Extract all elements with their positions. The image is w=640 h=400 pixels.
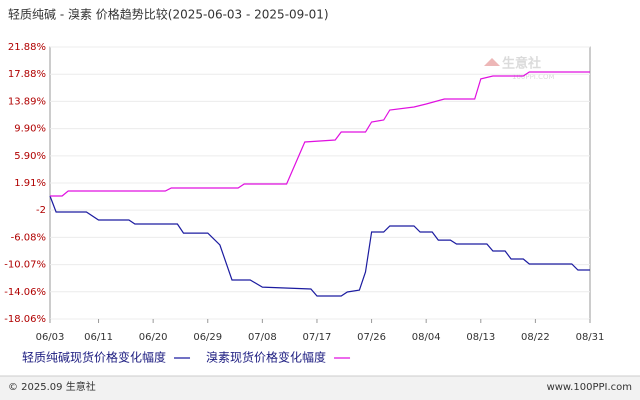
watermark: 生意社 100PPI.COM bbox=[484, 56, 555, 81]
y-tick-label: 5.90% bbox=[14, 151, 46, 162]
x-tick-label: 07/17 bbox=[303, 332, 332, 343]
x-tick-label: 08/13 bbox=[466, 332, 495, 343]
y-tick-label: -6.08% bbox=[11, 232, 46, 243]
watermark-text: 生意社 bbox=[502, 56, 541, 72]
x-tick-label: 07/08 bbox=[248, 332, 277, 343]
watermark-icon bbox=[484, 58, 500, 66]
x-tick-label: 06/20 bbox=[139, 332, 168, 343]
x-tick-label: 07/26 bbox=[357, 332, 386, 343]
y-tick-label: -18.06% bbox=[4, 314, 46, 325]
y-tick-label: -14.06% bbox=[4, 287, 46, 298]
y-tick-label: 17.88% bbox=[8, 69, 46, 80]
chart-title: 轻质纯碱 - 溴素 价格趋势比较(2025-06-03 - 2025-09-01… bbox=[8, 7, 329, 22]
footer-left: © 2025.09 生意社 bbox=[8, 380, 96, 393]
x-tick-label: 08/31 bbox=[576, 332, 605, 343]
x-tick-label: 06/29 bbox=[193, 332, 222, 343]
x-tick-label: 06/03 bbox=[36, 332, 65, 343]
legend-label: 溴素现货价格变化幅度 bbox=[206, 350, 326, 365]
watermark-url: 100PPI.COM bbox=[512, 73, 555, 81]
legend-label: 轻质纯碱现货价格变化幅度 bbox=[22, 350, 166, 365]
y-tick-label: 1.91% bbox=[14, 178, 46, 189]
y-tick-label: -2 bbox=[36, 205, 46, 216]
y-tick-label: 21.88% bbox=[8, 42, 46, 53]
series-line bbox=[50, 71, 590, 197]
y-tick-label: -10.07% bbox=[4, 260, 46, 271]
x-tick-label: 08/04 bbox=[412, 332, 441, 343]
y-tick-label: 13.89% bbox=[8, 96, 46, 107]
footer-band bbox=[0, 376, 640, 400]
footer-right: www.100PPI.com bbox=[547, 382, 632, 393]
series-line bbox=[49, 195, 590, 297]
x-tick-label: 06/11 bbox=[84, 332, 113, 343]
y-tick-label: 9.90% bbox=[14, 124, 46, 135]
x-tick-label: 08/22 bbox=[521, 332, 550, 343]
